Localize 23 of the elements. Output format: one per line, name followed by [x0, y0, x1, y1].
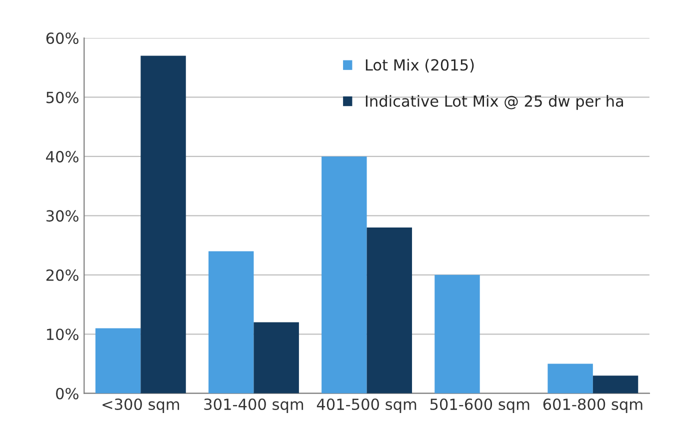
y-tick-label: 50%	[46, 92, 78, 104]
y-tick-label: 0%	[56, 388, 78, 400]
y-tick-label: 60%	[46, 32, 78, 44]
bar	[322, 156, 367, 394]
legend-label: Lot Mix (2015)	[366, 58, 474, 72]
bar	[208, 251, 254, 394]
x-tick-label: 301-400 sqm	[204, 398, 304, 414]
x-tick-label: 601-800 sqm	[543, 398, 642, 414]
bar	[366, 228, 412, 394]
bar	[140, 56, 186, 394]
bar	[434, 274, 480, 394]
y-tick-label: 20%	[46, 269, 78, 281]
y-tick-label: 10%	[46, 328, 78, 340]
x-tick-label: 501-600 sqm	[430, 398, 530, 414]
x-tick-label: 401-500 sqm	[316, 398, 416, 414]
x-tick-label: <300 sqm	[102, 398, 180, 414]
y-tick-label: 40%	[46, 150, 78, 162]
bar	[254, 322, 299, 394]
y-tick-label: 30%	[46, 210, 78, 222]
bar	[95, 328, 141, 394]
legend-label: Indicative Lot Mix @ 25 dw per ha	[366, 95, 623, 110]
bar	[548, 364, 593, 394]
bar	[592, 376, 638, 394]
